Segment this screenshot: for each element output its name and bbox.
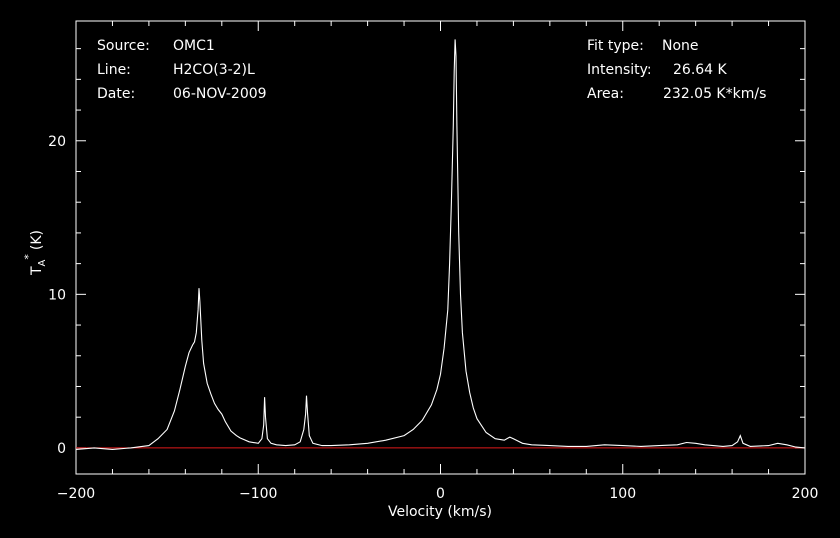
date-value: 06-NOV-2009 bbox=[173, 86, 267, 102]
x-tick-label: 0 bbox=[436, 486, 445, 502]
spectrum-line bbox=[75, 39, 806, 450]
y-axis-label: TA* (K) bbox=[22, 230, 48, 276]
x-tick-label: 100 bbox=[609, 486, 636, 502]
intensity-label: Intensity: bbox=[587, 62, 652, 78]
y-tick-label: 20 bbox=[48, 134, 66, 150]
axis-tick-labels: −200 −100 0 100 200 0 10 20 bbox=[48, 134, 818, 502]
y-axis-label-unit: (K) bbox=[29, 230, 45, 250]
x-tick-label: 200 bbox=[792, 486, 819, 502]
y-axis-label-superscript: * bbox=[22, 254, 35, 260]
x-tick-label: −100 bbox=[239, 486, 277, 502]
line-label: Line: bbox=[97, 62, 131, 78]
intensity-value: 26.64 K bbox=[673, 62, 728, 78]
line-value: H2CO(3-2)L bbox=[173, 62, 255, 78]
fit-type-label: Fit type: bbox=[587, 38, 644, 54]
area-label: Area: bbox=[587, 86, 624, 102]
source-label: Source: bbox=[97, 38, 150, 54]
area-value: 232.05 K*km/s bbox=[663, 86, 766, 102]
y-tick-label: 10 bbox=[48, 287, 66, 303]
x-tick-label: −200 bbox=[57, 486, 95, 502]
y-axis-label-main: T bbox=[29, 266, 45, 276]
source-value: OMC1 bbox=[173, 38, 215, 54]
y-tick-label: 0 bbox=[57, 441, 66, 457]
x-axis-label: Velocity (km/s) bbox=[388, 504, 492, 520]
fit-type-value: None bbox=[662, 38, 699, 54]
svg-text:TA*(K): TA* (K) bbox=[22, 230, 48, 276]
date-label: Date: bbox=[97, 86, 135, 102]
y-axis-label-subscript: A bbox=[37, 259, 48, 266]
